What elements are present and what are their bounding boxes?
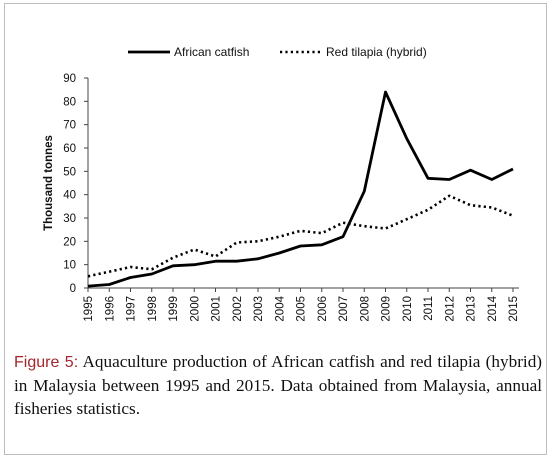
x-tick-label: 2015: [508, 296, 520, 322]
x-tick-label: 2011: [423, 296, 435, 321]
x-tick-label: 2009: [381, 296, 393, 322]
x-tick-label: 2001: [211, 296, 223, 322]
x-tick-label: 1999: [168, 296, 180, 322]
figure-caption: Figure 5: Aquaculture production of Afri…: [14, 350, 542, 420]
x-tick-label: 2012: [444, 296, 456, 322]
x-tick-label: 2004: [274, 295, 286, 321]
caption-text: Aquaculture production of African catfis…: [14, 352, 543, 418]
x-tick-label: 2003: [253, 296, 265, 322]
series-line-african-catfish: [87, 90, 514, 288]
x-tick-label: 2014: [487, 295, 499, 321]
legend-label: African catfish: [174, 45, 249, 59]
legend: African catfish Red tilapia (hybrid): [128, 45, 427, 59]
y-tick-label: 40: [63, 190, 76, 202]
y-tick-label: 30: [63, 213, 76, 225]
y-tick-label: 90: [63, 73, 76, 85]
figure-frame: [4, 3, 547, 455]
x-tick-label: 2005: [296, 296, 308, 322]
y-tick-label: 70: [63, 120, 76, 132]
axes: 0 10 20 30 40 50 60 70 80 90 1995 1996 1997 1998 1999 2…: [43, 73, 520, 322]
x-tick-label: 1996: [104, 296, 116, 322]
x-tick-label: 1998: [147, 296, 159, 322]
x-tick-label: 2007: [338, 296, 350, 322]
x-tick-label: 2006: [317, 296, 329, 322]
x-tick-label: 1995: [83, 296, 95, 322]
y-tick-label: 0: [70, 283, 76, 295]
series-layer: [87, 90, 514, 288]
y-axis-title: Thousand tonnes: [43, 135, 55, 231]
line-chart: African catfish Red tilapia (hybrid) 0 10 2…: [43, 45, 520, 322]
caption-label: Figure 5:: [14, 354, 79, 371]
legend-label: Red tilapia (hybrid): [326, 45, 427, 59]
y-tick-label: 60: [63, 143, 76, 155]
y-tick-label: 10: [63, 260, 76, 272]
y-tick-label: 80: [63, 96, 76, 108]
x-tick-label: 2008: [359, 296, 371, 322]
y-tick-label: 50: [63, 166, 76, 178]
x-tick-label: 1997: [126, 296, 138, 322]
y-tick-label: 20: [63, 236, 76, 248]
x-tick-label: 2013: [466, 296, 478, 322]
x-tick-label: 2000: [189, 296, 201, 322]
x-tick-label: 2010: [402, 296, 414, 322]
series-line-red-tilapia: [87, 194, 514, 278]
x-tick-label: 2002: [232, 296, 244, 322]
